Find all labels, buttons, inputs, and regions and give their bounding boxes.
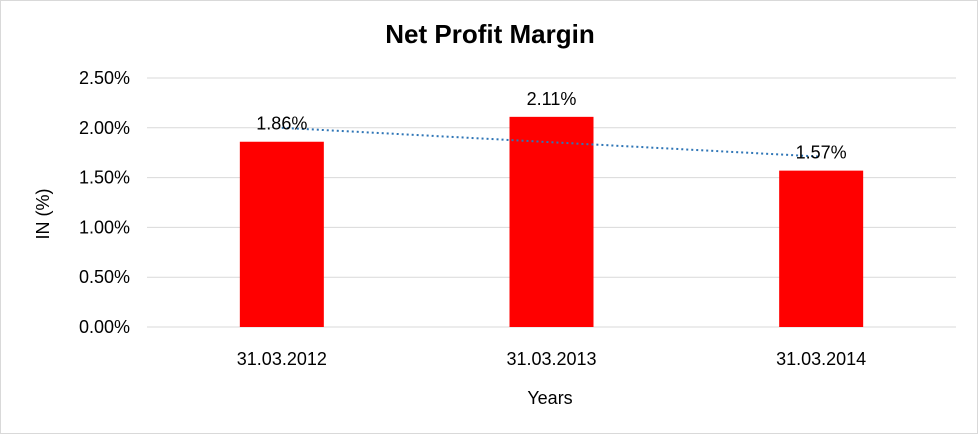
y-tick-label: 1.50% [79, 168, 130, 188]
chart-title: Net Profit Margin [385, 19, 594, 49]
y-axis-ticks: 0.00% 0.50% 1.00% 1.50% 2.00% 2.50% [79, 68, 130, 337]
y-tick-label: 0.00% [79, 317, 130, 337]
bar-data-label: 2.11% [527, 89, 577, 109]
trendline [281, 126, 822, 158]
bar [239, 141, 324, 327]
y-axis-title: IN (%) [33, 189, 53, 240]
bars [239, 116, 864, 328]
trendline-group [281, 126, 822, 158]
x-axis-title: Years [527, 388, 572, 408]
x-tick-label: 31.03.2014 [776, 349, 866, 369]
bar-data-label: 1.57% [796, 143, 847, 163]
y-tick-label: 1.00% [79, 217, 130, 237]
bar [779, 170, 864, 327]
bar [509, 116, 594, 328]
y-tick-label: 2.50% [79, 68, 130, 88]
data-labels: 1.86% 2.11% 1.57% [256, 89, 846, 163]
x-tick-label: 31.03.2013 [506, 349, 596, 369]
x-tick-label: 31.03.2012 [237, 349, 327, 369]
bar-data-label: 1.86% [256, 114, 307, 134]
y-tick-label: 2.00% [79, 118, 130, 138]
y-tick-label: 0.50% [79, 267, 130, 287]
x-axis-ticks: 31.03.2012 31.03.2013 31.03.2014 [237, 349, 866, 369]
